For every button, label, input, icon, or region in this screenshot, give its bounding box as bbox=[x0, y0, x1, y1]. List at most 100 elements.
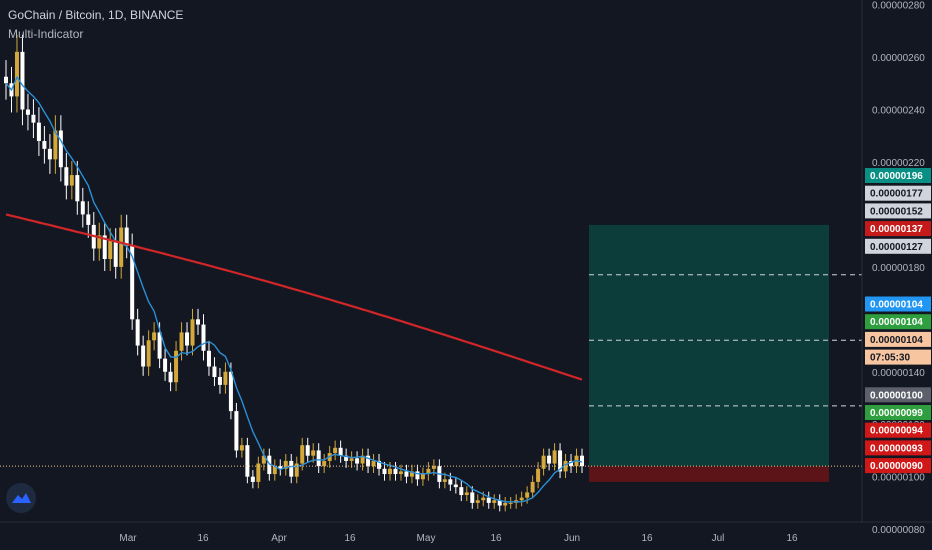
y-tick-label: 0.00000080 bbox=[872, 525, 925, 536]
price-label-box bbox=[865, 387, 931, 403]
candle-body bbox=[228, 371, 233, 412]
candle-body bbox=[393, 468, 398, 475]
x-tick-label: 16 bbox=[197, 533, 209, 544]
candle-body bbox=[377, 460, 382, 469]
candle-body bbox=[261, 455, 266, 464]
candle-body bbox=[311, 450, 316, 456]
candle-body bbox=[223, 371, 228, 385]
long-ma-line bbox=[5, 213, 583, 381]
price-label-text: 07:05:30 bbox=[870, 353, 910, 364]
candle-body bbox=[305, 445, 310, 456]
candle-body bbox=[119, 227, 124, 267]
candle-body bbox=[196, 319, 200, 325]
price-label-text: 0.00000093 bbox=[870, 443, 923, 454]
candle-body bbox=[388, 468, 392, 475]
y-tick-label: 0.00000240 bbox=[872, 106, 925, 117]
candle-body bbox=[14, 51, 19, 97]
y-tick-label: 0.00000260 bbox=[872, 53, 925, 64]
candle-body bbox=[53, 130, 58, 160]
candle-body bbox=[530, 481, 535, 493]
candle-body bbox=[179, 332, 184, 351]
candle-body bbox=[36, 122, 41, 141]
candle-body bbox=[31, 114, 36, 123]
tradingview-logo-icon[interactable] bbox=[6, 483, 36, 513]
symbol-title[interactable]: GoChain / Bitcoin, 1D, BINANCE bbox=[8, 8, 184, 22]
candle-body bbox=[333, 447, 338, 454]
y-tick-label: 0.00000180 bbox=[872, 263, 925, 274]
candle-body bbox=[547, 455, 552, 464]
candle-body bbox=[97, 235, 102, 249]
price-label-text: 0.00000104 bbox=[870, 300, 923, 311]
candle-body bbox=[322, 460, 327, 467]
candle-body bbox=[355, 458, 360, 464]
price-label-text: 0.00000177 bbox=[870, 189, 923, 200]
candle-body bbox=[58, 130, 63, 168]
candle-body bbox=[20, 51, 25, 110]
candle-body bbox=[124, 227, 129, 246]
candle-body bbox=[80, 201, 85, 215]
candle-body bbox=[141, 345, 146, 367]
candle-body bbox=[47, 148, 52, 160]
x-tick-label: Mar bbox=[119, 533, 137, 544]
candle-body bbox=[382, 468, 387, 475]
candle-body bbox=[283, 460, 288, 469]
candle-body bbox=[168, 371, 173, 383]
candle-body bbox=[206, 350, 211, 367]
price-label-text: 0.00000094 bbox=[870, 426, 923, 437]
x-tick-label: 16 bbox=[344, 533, 356, 544]
candle-body bbox=[552, 450, 557, 464]
y-tick-label: 0.00000220 bbox=[872, 158, 925, 169]
candle-body bbox=[338, 447, 343, 456]
candle-body bbox=[163, 358, 168, 372]
candle-body bbox=[316, 450, 321, 467]
candle-body bbox=[42, 140, 47, 149]
candle-body bbox=[492, 500, 497, 503]
price-label-box bbox=[865, 331, 931, 347]
y-tick-label: 0.00000100 bbox=[872, 473, 925, 484]
candle-body bbox=[371, 460, 376, 467]
candle-body bbox=[569, 460, 574, 467]
indicator-label[interactable]: Multi-Indicator bbox=[8, 27, 84, 41]
candle-body bbox=[267, 455, 272, 475]
price-label-box bbox=[865, 440, 931, 456]
candle-body bbox=[86, 214, 91, 225]
price-label-box bbox=[865, 238, 931, 254]
candle-body bbox=[239, 445, 244, 451]
price-label-box bbox=[865, 349, 931, 365]
candle-body bbox=[102, 235, 107, 259]
candle-body bbox=[272, 466, 277, 475]
candle-body bbox=[174, 350, 179, 383]
x-tick-label: May bbox=[417, 533, 436, 544]
candle-body bbox=[108, 240, 113, 259]
candle-body bbox=[130, 245, 135, 320]
candle-body bbox=[234, 411, 239, 451]
candle-body bbox=[525, 492, 530, 498]
candle-body bbox=[366, 455, 371, 467]
candle-body bbox=[25, 109, 30, 115]
price-label-box bbox=[865, 314, 931, 330]
candle-body bbox=[503, 502, 508, 506]
price-label-box bbox=[865, 185, 931, 201]
candle-body bbox=[519, 497, 524, 501]
price-label-text: 0.00000152 bbox=[870, 206, 923, 217]
candle-body bbox=[212, 366, 217, 378]
candle-body bbox=[157, 332, 162, 359]
candle-body bbox=[475, 500, 480, 503]
candle-body bbox=[256, 463, 261, 482]
candle-body bbox=[459, 487, 464, 496]
x-tick-label: Jul bbox=[712, 533, 725, 544]
candle-body bbox=[201, 324, 206, 351]
candle-body bbox=[217, 377, 222, 385]
price-label-text: 0.00000127 bbox=[870, 242, 923, 253]
stop-zone bbox=[589, 466, 829, 482]
candle-body bbox=[300, 445, 305, 464]
candle-body bbox=[470, 492, 475, 503]
candle-body bbox=[580, 455, 584, 467]
price-label-text: 0.00000137 bbox=[870, 224, 923, 235]
price-label-text: 0.00000099 bbox=[870, 408, 923, 419]
candle-body bbox=[453, 484, 458, 488]
price-label-text: 0.00000090 bbox=[870, 461, 923, 472]
price-label-box bbox=[865, 168, 931, 183]
price-label-text: 0.00000196 bbox=[870, 171, 923, 182]
